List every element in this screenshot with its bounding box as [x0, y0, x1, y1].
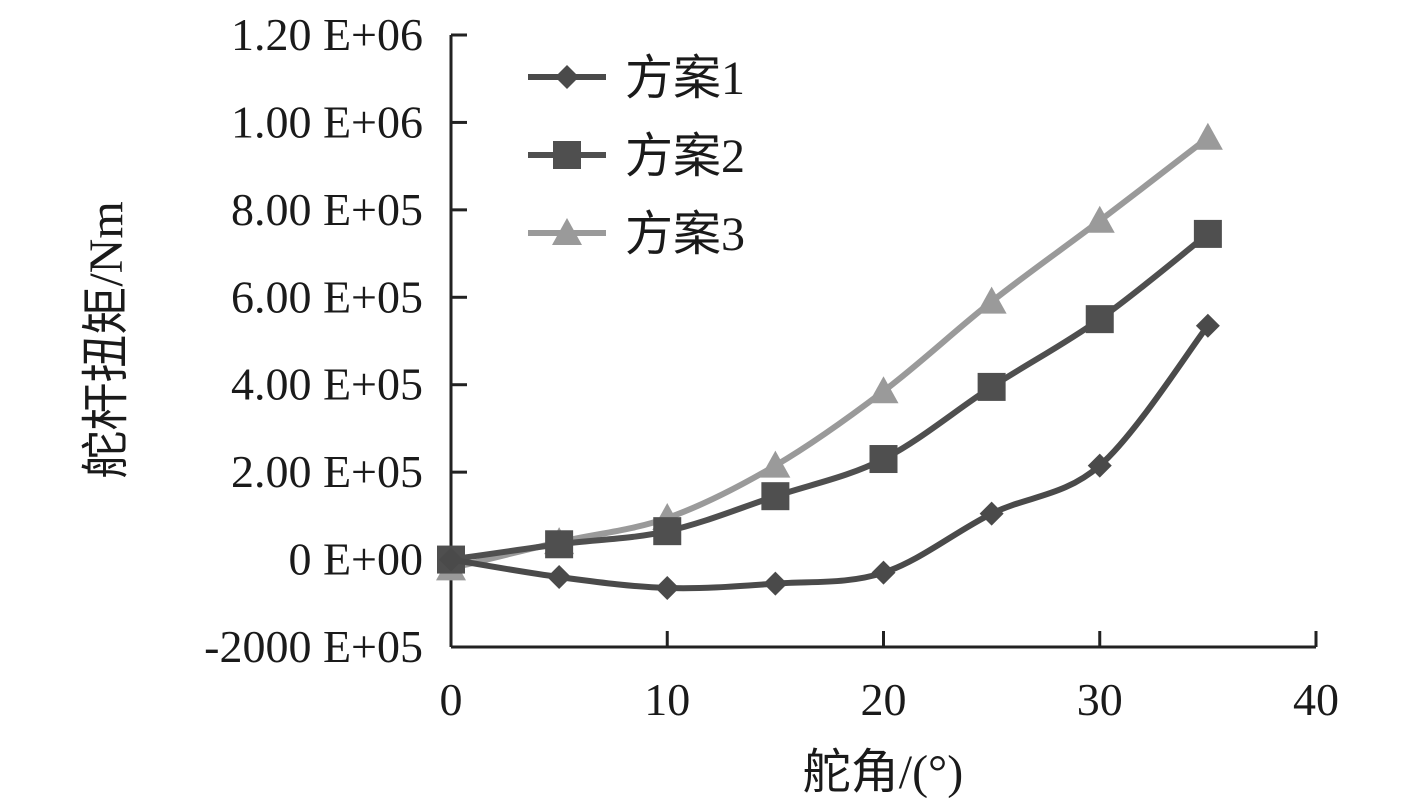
legend-marker	[553, 141, 581, 169]
data-point	[979, 501, 1004, 526]
data-point	[1193, 219, 1222, 248]
y-tick-label: 2.00 E+05	[231, 446, 423, 497]
x-tick-label: 40	[1293, 674, 1339, 725]
data-point	[869, 445, 898, 474]
y-tick-label: -2000 E+05	[204, 621, 423, 672]
data-point	[977, 372, 1006, 401]
legend: 方案1 方案2 方案3	[528, 52, 745, 261]
x-axis-title: 舵角/(°)	[803, 746, 964, 799]
y-tick-label: 1.00 E+06	[231, 96, 423, 147]
x-tick-label: 30	[1077, 674, 1123, 725]
data-point	[547, 565, 572, 590]
data-point	[868, 376, 899, 404]
series-3	[436, 122, 1223, 581]
data-point	[763, 571, 788, 596]
data-point	[760, 450, 791, 478]
y-tick-label: 0 E+00	[288, 534, 423, 585]
x-tick-label: 20	[861, 674, 907, 725]
series-2	[437, 219, 1222, 574]
legend-item-2: 方案2	[528, 130, 745, 183]
data-point	[1084, 205, 1115, 233]
series-line	[448, 230, 1211, 563]
legend-label: 方案1	[625, 52, 745, 105]
data-point	[439, 547, 463, 572]
data-point	[545, 530, 574, 559]
data-point	[1195, 313, 1220, 338]
series-layer	[436, 122, 1223, 600]
series-1	[439, 313, 1220, 600]
data-point	[976, 286, 1007, 314]
data-point	[653, 517, 682, 546]
axes	[449, 35, 1316, 649]
y-axis-ticks: -2000 E+05 0 E+00 2.00 E+05 4.00 E+05 6.00 E…	[204, 9, 467, 672]
y-tick-label: 8.00 E+05	[231, 184, 423, 235]
data-point	[1087, 453, 1112, 478]
legend-item-1: 方案1	[528, 52, 745, 105]
x-tick-label: 10	[644, 674, 690, 725]
y-tick-label: 1.20 E+06	[231, 9, 423, 60]
series-line	[448, 134, 1211, 572]
legend-marker	[555, 65, 579, 89]
y-tick-label: 6.00 E+05	[231, 271, 423, 322]
x-axis-ticks: 0 10 20 30 40	[440, 631, 1339, 725]
legend-label: 方案3	[625, 208, 745, 261]
legend-marker	[552, 218, 582, 245]
y-tick-label: 4.00 E+05	[231, 359, 423, 410]
y-axis-title: 舵杆扭矩/Nm	[80, 201, 133, 478]
data-point	[1192, 122, 1223, 150]
data-point	[761, 482, 790, 511]
legend-item-3: 方案3	[528, 208, 745, 261]
x-tick-label: 0	[440, 674, 463, 725]
legend-label: 方案2	[625, 130, 745, 183]
data-point	[1085, 305, 1114, 334]
data-point	[655, 575, 680, 600]
data-point	[871, 560, 896, 585]
